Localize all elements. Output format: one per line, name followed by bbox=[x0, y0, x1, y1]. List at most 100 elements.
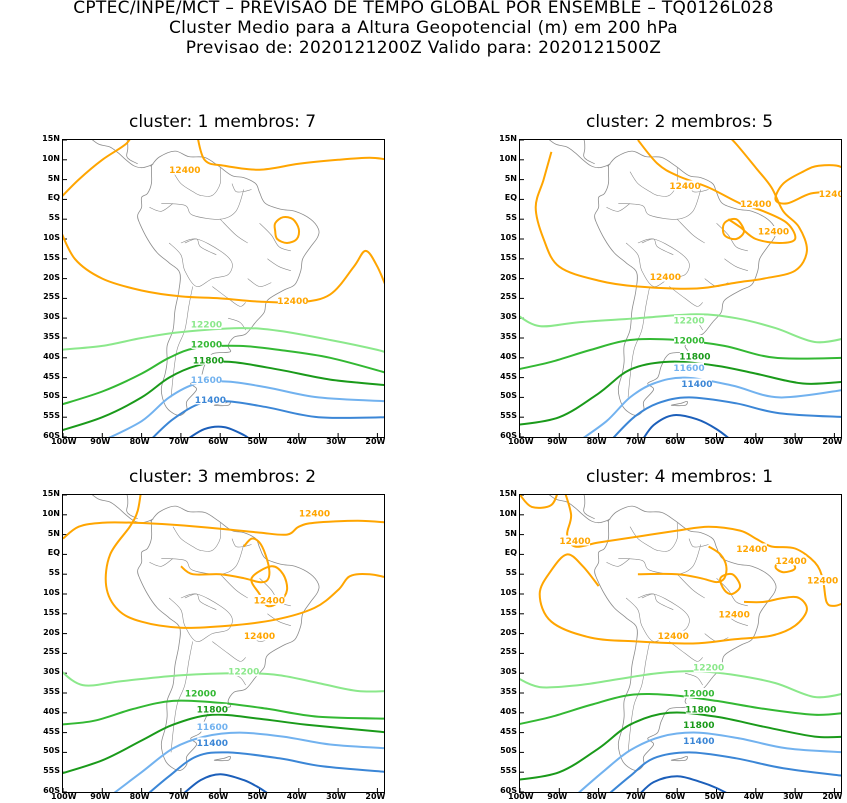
lat-tick-label: 55S bbox=[500, 411, 517, 421]
lat-tick-label: 15S bbox=[500, 607, 517, 617]
lon-tick-label: 40W bbox=[286, 437, 307, 446]
contour-12200 bbox=[63, 327, 384, 353]
country-border bbox=[267, 258, 292, 271]
contour-11200 bbox=[643, 413, 729, 437]
lon-tick-label: 100W bbox=[508, 792, 534, 801]
contour-label-bg bbox=[776, 555, 807, 566]
contour-label: 11800 bbox=[685, 705, 716, 715]
lat-tick-label: 10N bbox=[499, 153, 517, 163]
lat-tick-label: 5S bbox=[48, 568, 60, 578]
lat-tick-label: 10S bbox=[43, 233, 60, 242]
lat-tick-label: 20S bbox=[500, 272, 517, 282]
lat-tick-label: 15N bbox=[499, 134, 517, 143]
map-canvas: 12400 12400 12200 12000 11800 11600 11400 bbox=[63, 140, 384, 437]
lon-tick-label: 30W bbox=[783, 792, 804, 801]
lat-tick-label: 45S bbox=[500, 726, 517, 736]
contour-label: 12000 bbox=[683, 689, 714, 699]
contour-label-bg bbox=[191, 319, 222, 330]
lon-tick-label: 50W bbox=[704, 792, 725, 801]
country-border bbox=[168, 238, 233, 287]
contour-label: 12400 bbox=[819, 190, 841, 200]
country-border bbox=[606, 558, 631, 567]
contour-label-bg bbox=[719, 608, 750, 619]
lat-tick-label: EQ bbox=[504, 548, 517, 558]
contour-label-bg bbox=[683, 735, 714, 746]
contour-label-bg bbox=[740, 198, 771, 209]
contour-label-bg bbox=[228, 666, 259, 677]
lon-tick-label: 60W bbox=[665, 792, 686, 801]
lat-tick-label: 40S bbox=[43, 706, 60, 716]
country-border bbox=[259, 222, 292, 252]
contour-11600 bbox=[113, 731, 384, 792]
contour-label: 12000 bbox=[191, 340, 222, 350]
lon-tick-label: 20W bbox=[822, 792, 843, 801]
country-border bbox=[172, 522, 222, 552]
contour-label: 11400 bbox=[197, 739, 228, 749]
lat-tick-label: 5N bbox=[504, 528, 517, 538]
contour-11800 bbox=[520, 711, 841, 781]
country-border bbox=[170, 286, 193, 398]
country-border bbox=[161, 544, 245, 575]
contour-label: 11600 bbox=[191, 376, 222, 386]
country-border bbox=[618, 189, 702, 220]
contour-11600 bbox=[582, 376, 841, 437]
lat-tick-label: 30S bbox=[43, 667, 60, 677]
contour-label: 11800 bbox=[197, 705, 228, 715]
falkland-islands bbox=[670, 755, 688, 762]
contour-12200 bbox=[520, 313, 841, 344]
lat-tick-label: 50S bbox=[500, 746, 517, 756]
contour-label: 12400 bbox=[254, 596, 285, 606]
contour-label-bg bbox=[683, 719, 714, 730]
contour-label: 11800 bbox=[679, 352, 710, 362]
contour-12400-north bbox=[197, 140, 384, 171]
contour-label-bg bbox=[670, 180, 701, 191]
lon-tick-label: 40W bbox=[743, 792, 764, 801]
contour-12400-cell bbox=[273, 215, 301, 244]
lat-tick-label: 50S bbox=[500, 391, 517, 401]
contour-label-bg bbox=[169, 164, 200, 175]
lat-tick-label: 15N bbox=[42, 489, 60, 498]
lat-tick-label: 55S bbox=[43, 766, 60, 776]
contour-label: 12200 bbox=[693, 664, 724, 674]
lat-tick-label: 45S bbox=[500, 371, 517, 381]
contour-label: 12400 bbox=[650, 273, 681, 283]
contour-label: 11400 bbox=[681, 380, 712, 390]
lat-tick-label: 55S bbox=[43, 411, 60, 421]
lon-tick-label: 90W bbox=[547, 792, 568, 801]
contour-label-bg bbox=[658, 630, 689, 641]
lon-tick-label: 60W bbox=[665, 437, 686, 446]
lon-tick-label: 100W bbox=[51, 437, 77, 446]
lat-tick-label: 10N bbox=[42, 153, 60, 163]
contour-label: 11800 bbox=[683, 721, 714, 731]
country-border bbox=[641, 238, 674, 256]
country-border bbox=[641, 593, 674, 611]
contour-label: 12400 bbox=[559, 537, 590, 547]
contour-12400-south bbox=[538, 553, 808, 645]
lat-tick-label: EQ bbox=[504, 193, 517, 203]
contour-label: 12400 bbox=[169, 166, 200, 176]
lon-tick-label: 30W bbox=[783, 437, 804, 446]
contour-label: 12400 bbox=[658, 632, 689, 642]
contour-12000 bbox=[63, 699, 384, 726]
country-border bbox=[267, 613, 292, 626]
contour-label-bg bbox=[244, 630, 275, 641]
lat-tick-label: 25S bbox=[43, 292, 60, 302]
contour-11800 bbox=[63, 360, 384, 431]
contour-label: 12400 bbox=[299, 509, 330, 519]
lat-tick-label: 5S bbox=[505, 568, 517, 578]
south-america-coastline bbox=[137, 505, 320, 771]
central-america-coastline bbox=[583, 495, 595, 520]
panel-3-map: 12400 12400 12400 12200 12000 11800 11600 11400 bbox=[62, 494, 385, 793]
lat-tick-label: 10S bbox=[43, 588, 60, 597]
contour-label-bg bbox=[197, 737, 228, 748]
contour-label-bg bbox=[693, 662, 724, 673]
contour-11600 bbox=[578, 731, 841, 792]
country-border bbox=[629, 522, 679, 552]
contour-11200 bbox=[183, 773, 268, 792]
lat-tick-label: 15S bbox=[43, 607, 60, 617]
contour-label-bg bbox=[299, 507, 330, 518]
header-line-3: Previsao de: 2020121200Z Valido para: 20… bbox=[185, 38, 662, 58]
falkland-islands bbox=[670, 400, 688, 407]
lon-tick-label: 80W bbox=[586, 792, 607, 801]
contour-11200 bbox=[188, 425, 249, 437]
